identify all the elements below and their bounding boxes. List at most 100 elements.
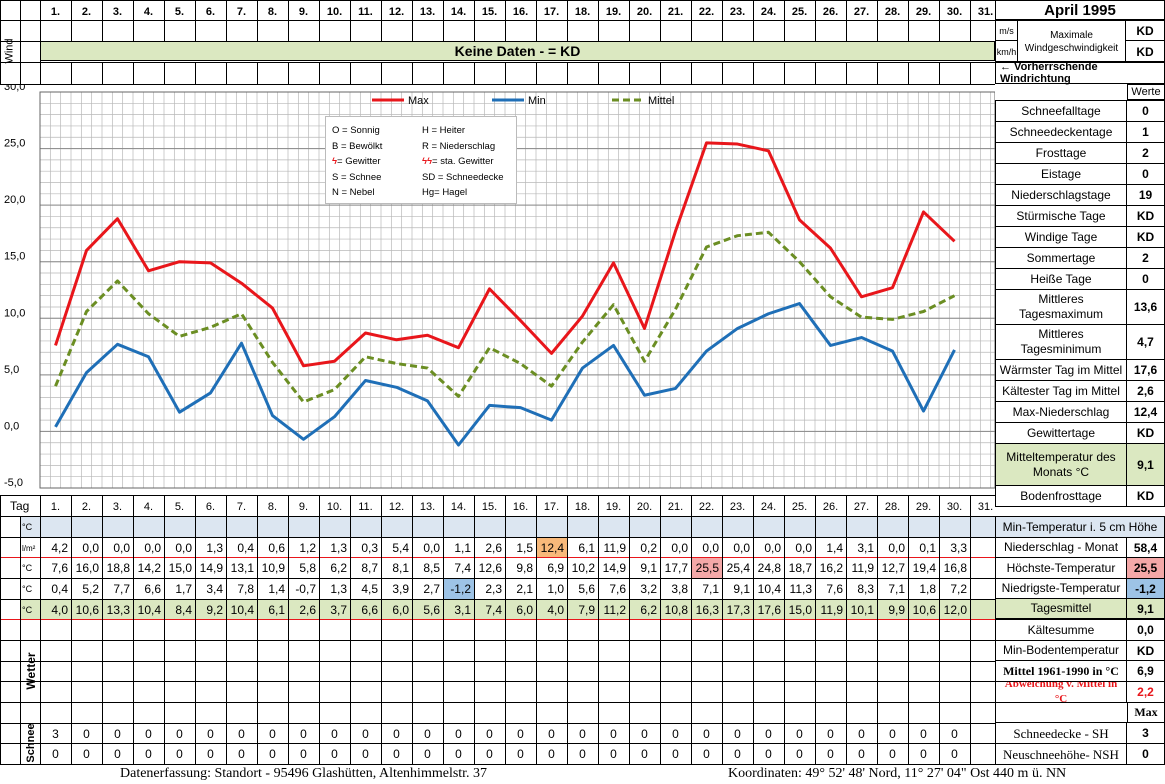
max-temp-cell: 24,8 xyxy=(758,561,782,575)
stat-value: KD xyxy=(1126,423,1164,443)
new-snow-cell: 0 xyxy=(238,747,245,761)
lower-stat-value: 0,0 xyxy=(1126,620,1164,640)
y-tick-label: 0,0 xyxy=(4,420,19,432)
stat-value: 12,4 xyxy=(1126,402,1164,422)
precip-cell: 0,1 xyxy=(919,541,936,555)
day-label: 8. xyxy=(268,501,277,513)
new-snow-cell: 0 xyxy=(672,747,679,761)
max-temp-cell: 18,8 xyxy=(107,561,131,575)
legend-label: Mittel xyxy=(648,95,674,107)
day-label: 3. xyxy=(113,501,122,513)
stat-value: KD xyxy=(1126,486,1164,506)
lower-stat-label: Tagesmittel xyxy=(1030,601,1092,615)
min-temp-cell: 6,6 xyxy=(144,582,161,596)
lower-stat-label: Min-Temperatur i. 5 cm Höhe xyxy=(1002,519,1158,534)
precip-cell: 0,0 xyxy=(888,541,905,555)
day-label: 1. xyxy=(51,501,60,513)
mean-temp-cell: 11,9 xyxy=(821,603,844,617)
day-label: 20. xyxy=(637,501,652,513)
snow-stat-row: Schneedecke - SH 3 xyxy=(995,722,1165,744)
weather-key-row: B = Bewölkt R = Niederschlag xyxy=(332,139,510,155)
day-header: 12. xyxy=(389,6,404,18)
mean-temp-cell: 9,9 xyxy=(888,603,905,617)
stat-value: 0 xyxy=(1126,269,1164,289)
precip-cell: 0,0 xyxy=(733,541,750,555)
day-label: 9. xyxy=(299,501,308,513)
max-temp-cell: 19,4 xyxy=(913,561,937,575)
max-temp-cell: 10,2 xyxy=(572,561,596,575)
min-temp-cell: 7,1 xyxy=(702,582,719,596)
weather-key-item: ϟϟ= sta. Gewitter xyxy=(421,156,494,168)
stat-value: 2 xyxy=(1126,248,1164,268)
lower-stat-value: 58,4 xyxy=(1126,538,1164,557)
day-header: 27. xyxy=(854,6,869,18)
day-label: 17. xyxy=(544,501,559,513)
series-line-max xyxy=(54,141,956,368)
precip-cell: 0,3 xyxy=(361,541,378,555)
new-snow-cell: 0 xyxy=(951,747,958,761)
mean-temp-cell: 5,6 xyxy=(423,603,440,617)
new-snow-cell: 0 xyxy=(610,747,617,761)
lower-stat-row: Mittel 1961-1990 in °C 6,9 xyxy=(995,660,1165,682)
snow-depth-cell: 0 xyxy=(300,727,307,741)
snow-depth-cell: 0 xyxy=(765,727,772,741)
new-snow-cell: 0 xyxy=(641,747,648,761)
empty-cell xyxy=(995,702,1128,723)
max-temp-cell: 12,7 xyxy=(882,561,906,575)
y-tick-label: 10,0 xyxy=(4,307,25,319)
day-header: 29. xyxy=(916,6,931,18)
min-temp-cell: 1,3 xyxy=(330,582,347,596)
new-snow-cell: 0 xyxy=(331,747,338,761)
max-temp-cell: 14,9 xyxy=(603,561,627,575)
day-label: 22. xyxy=(699,501,714,513)
precip-cell: 1,2 xyxy=(299,541,316,555)
stat-row: Bodenfrosttage KD xyxy=(995,485,1165,507)
mean-temp-cell: 10,6 xyxy=(76,603,100,617)
new-snow-cell: 0 xyxy=(207,747,214,761)
day-header: 7. xyxy=(237,6,246,18)
day-header: 4. xyxy=(144,6,153,18)
snow-depth-cell: 0 xyxy=(486,727,493,741)
snow-depth-cell: 0 xyxy=(703,727,710,741)
stat-row: Schneedeckentage 1 xyxy=(995,121,1165,143)
max-temp-cell: 16,8 xyxy=(944,561,968,575)
max-temp-cell: 6,2 xyxy=(330,561,347,575)
mean-temp-cell: 10,1 xyxy=(851,603,875,617)
min-temp-cell: -0,7 xyxy=(295,582,316,596)
stat-label: Schneefalltage xyxy=(1021,103,1101,118)
day-header: 6. xyxy=(206,6,215,18)
weather-key-item: S = Schnee xyxy=(332,171,382,183)
max-temp-cell: 15,0 xyxy=(169,561,193,575)
max-temp-cell: 5,8 xyxy=(299,561,316,575)
min-temp-cell: 2,3 xyxy=(485,582,502,596)
day-header: 21. xyxy=(668,6,683,18)
mean-temp-cell: 2,6 xyxy=(299,603,316,617)
min-temp-cell: 1,7 xyxy=(175,582,192,596)
series-line-mittel xyxy=(54,230,956,404)
max-temp-cell: 10,9 xyxy=(262,561,286,575)
day-label: 30. xyxy=(947,501,962,513)
min-temp-cell: 3,4 xyxy=(206,582,223,596)
day-header: 8. xyxy=(268,6,277,18)
lower-stat-value: 2,2 xyxy=(1126,682,1164,702)
y-tick-label: -5,0 xyxy=(4,477,23,489)
new-snow-cell: 0 xyxy=(362,747,369,761)
precip-cell: 3,3 xyxy=(950,541,967,555)
weather-key-row: N = Nebel Hg= Hagel xyxy=(332,185,510,201)
new-snow-cell: 0 xyxy=(269,747,276,761)
new-snow-cell: 0 xyxy=(52,747,59,761)
wind-banner: Keine Daten - = KD xyxy=(40,41,995,61)
wind-direction: ← Vorherrschende Windrichtung xyxy=(995,61,1165,85)
min-temp-cell: 2,7 xyxy=(423,582,440,596)
lower-stat-label: Niederschlag - Monat xyxy=(1003,540,1119,554)
min-temp-cell: 7,2 xyxy=(950,582,967,596)
day-label: 28. xyxy=(885,501,900,513)
day-header: 19. xyxy=(606,6,621,18)
mean-temp-cell: 17,6 xyxy=(758,603,782,617)
new-snow-cell: 0 xyxy=(176,747,183,761)
unit-ms: m/s xyxy=(996,21,1018,41)
lower-stat-label: Abweichung v. Mittel in °C xyxy=(1004,681,1118,703)
day-label: 15. xyxy=(482,501,497,513)
stat-label: Schneedeckentage xyxy=(1009,124,1113,139)
min-temp-cell: 5,2 xyxy=(82,582,99,596)
